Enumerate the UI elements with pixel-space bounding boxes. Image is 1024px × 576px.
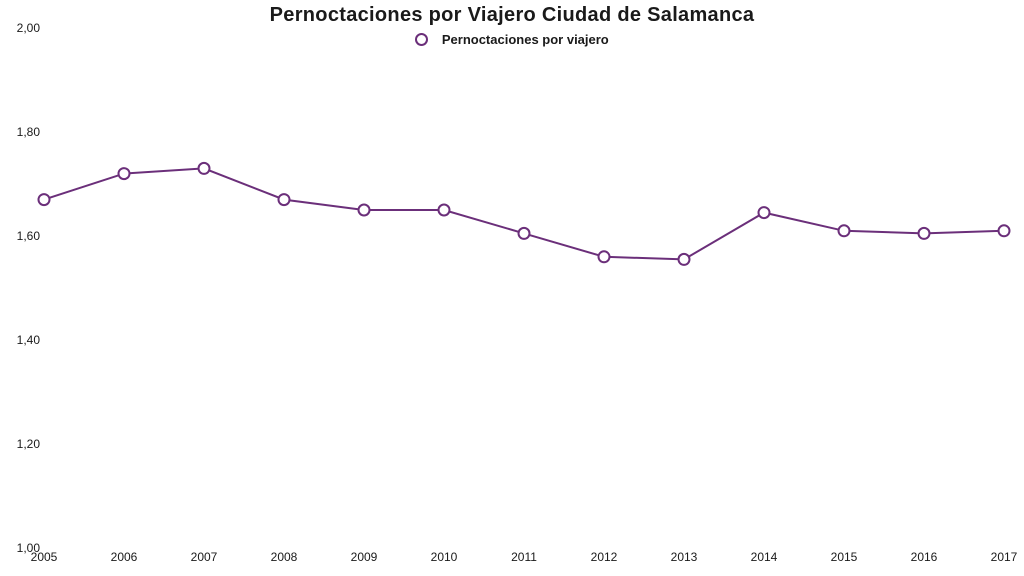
data-point[interactable] bbox=[519, 228, 530, 239]
x-tick-label: 2011 bbox=[511, 550, 537, 564]
y-tick-label: 1,80 bbox=[8, 125, 40, 139]
x-tick-label: 2008 bbox=[271, 550, 298, 564]
x-tick-label: 2016 bbox=[911, 550, 938, 564]
chart-title: Pernoctaciones por Viajero Ciudad de Sal… bbox=[0, 4, 1024, 27]
data-point[interactable] bbox=[279, 194, 290, 205]
data-point[interactable] bbox=[359, 205, 370, 216]
data-point[interactable] bbox=[439, 205, 450, 216]
data-point[interactable] bbox=[39, 194, 50, 205]
y-tick-label: 1,60 bbox=[8, 229, 40, 243]
x-tick-label: 2007 bbox=[191, 550, 218, 564]
data-point[interactable] bbox=[839, 225, 850, 236]
y-tick-label: 1,20 bbox=[8, 437, 40, 451]
data-point[interactable] bbox=[759, 207, 770, 218]
x-tick-label: 2010 bbox=[431, 550, 458, 564]
data-point[interactable] bbox=[919, 228, 930, 239]
plot-area: 1,001,201,401,601,802,002005200620072008… bbox=[44, 28, 1004, 548]
x-tick-label: 2009 bbox=[351, 550, 378, 564]
data-point[interactable] bbox=[119, 168, 130, 179]
x-tick-label: 2012 bbox=[591, 550, 618, 564]
y-tick-label: 2,00 bbox=[8, 21, 40, 35]
x-tick-label: 2006 bbox=[111, 550, 138, 564]
data-point[interactable] bbox=[599, 251, 610, 262]
y-tick-label: 1,40 bbox=[8, 333, 40, 347]
data-point[interactable] bbox=[679, 254, 690, 265]
chart-container: Pernoctaciones por Viajero Ciudad de Sal… bbox=[0, 0, 1024, 576]
x-tick-label: 2013 bbox=[671, 550, 698, 564]
line-series bbox=[44, 28, 1004, 548]
series-line bbox=[44, 168, 1004, 259]
x-tick-label: 2005 bbox=[31, 550, 58, 564]
x-tick-label: 2015 bbox=[831, 550, 858, 564]
data-point[interactable] bbox=[199, 163, 210, 174]
x-tick-label: 2014 bbox=[751, 550, 778, 564]
x-tick-label: 2017 bbox=[991, 550, 1018, 564]
data-point[interactable] bbox=[999, 225, 1010, 236]
